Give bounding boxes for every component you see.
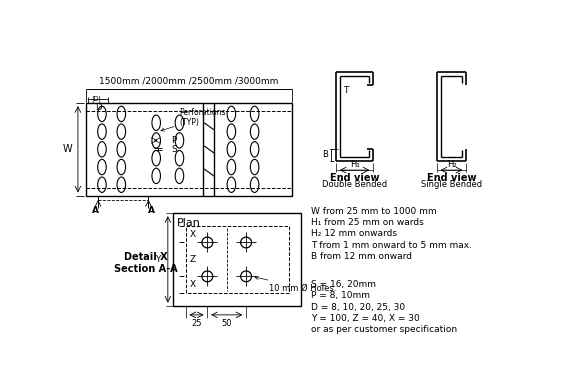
Ellipse shape	[97, 177, 106, 192]
Ellipse shape	[227, 106, 235, 122]
Ellipse shape	[251, 124, 259, 139]
Text: End view: End view	[330, 173, 379, 183]
Ellipse shape	[117, 159, 126, 175]
Ellipse shape	[117, 142, 126, 157]
Text: H₁ from 25 mm on wards: H₁ from 25 mm on wards	[311, 218, 424, 227]
Ellipse shape	[117, 106, 126, 122]
Ellipse shape	[152, 115, 161, 130]
Text: Y = 100, Z = 40, X = 30: Y = 100, Z = 40, X = 30	[311, 314, 420, 323]
Text: T: T	[343, 86, 349, 95]
Ellipse shape	[227, 124, 235, 139]
Ellipse shape	[97, 142, 106, 157]
Text: 50: 50	[222, 319, 232, 328]
Text: Single Bended: Single Bended	[421, 180, 482, 189]
Ellipse shape	[251, 142, 259, 157]
Ellipse shape	[152, 133, 161, 148]
Ellipse shape	[175, 133, 184, 148]
Text: W from 25 mm to 1000 mm: W from 25 mm to 1000 mm	[311, 207, 437, 216]
Ellipse shape	[175, 168, 184, 184]
Text: D = 8, 10, 20, 25, 30: D = 8, 10, 20, 25, 30	[311, 302, 405, 311]
Text: 10 mm Ø Holes.: 10 mm Ø Holes.	[255, 276, 337, 293]
Text: A: A	[92, 206, 99, 215]
Ellipse shape	[175, 150, 184, 166]
Text: or as per customer specification: or as per customer specification	[311, 325, 457, 334]
Ellipse shape	[251, 177, 259, 192]
Text: End view: End view	[427, 173, 476, 183]
Ellipse shape	[97, 124, 106, 139]
Ellipse shape	[117, 124, 126, 139]
Text: Perforations
(TYP): Perforations (TYP)	[161, 108, 226, 131]
Text: Plan: Plan	[177, 218, 201, 228]
Text: B: B	[322, 150, 328, 159]
Ellipse shape	[97, 159, 106, 175]
Text: H₂: H₂	[447, 160, 456, 169]
Ellipse shape	[251, 159, 259, 175]
Text: |D|: |D|	[92, 96, 102, 103]
Ellipse shape	[227, 142, 235, 157]
Text: H₂ 12 mm onwards: H₂ 12 mm onwards	[311, 229, 397, 239]
Text: 25: 25	[191, 319, 202, 328]
Text: 1500mm /2000mm /2500mm /3000mm: 1500mm /2000mm /2500mm /3000mm	[99, 76, 279, 85]
Text: B from 12 mm onward: B from 12 mm onward	[311, 252, 412, 261]
Text: W: W	[63, 144, 72, 154]
Text: S = 16, 20mm: S = 16, 20mm	[311, 280, 376, 289]
Text: P = 8, 10mm: P = 8, 10mm	[311, 291, 370, 301]
Text: A: A	[148, 206, 155, 215]
Ellipse shape	[227, 177, 235, 192]
Ellipse shape	[175, 115, 184, 130]
Bar	[173, 213, 301, 306]
Text: S: S	[171, 145, 177, 154]
Text: X: X	[190, 229, 195, 239]
Text: H₁: H₁	[350, 160, 360, 169]
Text: D: D	[96, 103, 102, 112]
Text: Detail X
Section A-A: Detail X Section A-A	[114, 253, 178, 274]
Text: Y: Y	[155, 255, 161, 264]
Text: T from 1 mm onward to 5 mm max.: T from 1 mm onward to 5 mm max.	[311, 240, 472, 249]
Ellipse shape	[117, 177, 126, 192]
Bar	[86, 103, 292, 195]
Ellipse shape	[152, 150, 161, 166]
Ellipse shape	[251, 106, 259, 122]
Ellipse shape	[227, 159, 235, 175]
Ellipse shape	[152, 168, 161, 184]
Text: Z: Z	[190, 255, 195, 264]
Text: X: X	[190, 280, 195, 289]
Text: P: P	[171, 136, 176, 145]
Text: Double Bended: Double Bended	[322, 180, 387, 189]
Bar	[186, 226, 289, 293]
Ellipse shape	[97, 106, 106, 122]
